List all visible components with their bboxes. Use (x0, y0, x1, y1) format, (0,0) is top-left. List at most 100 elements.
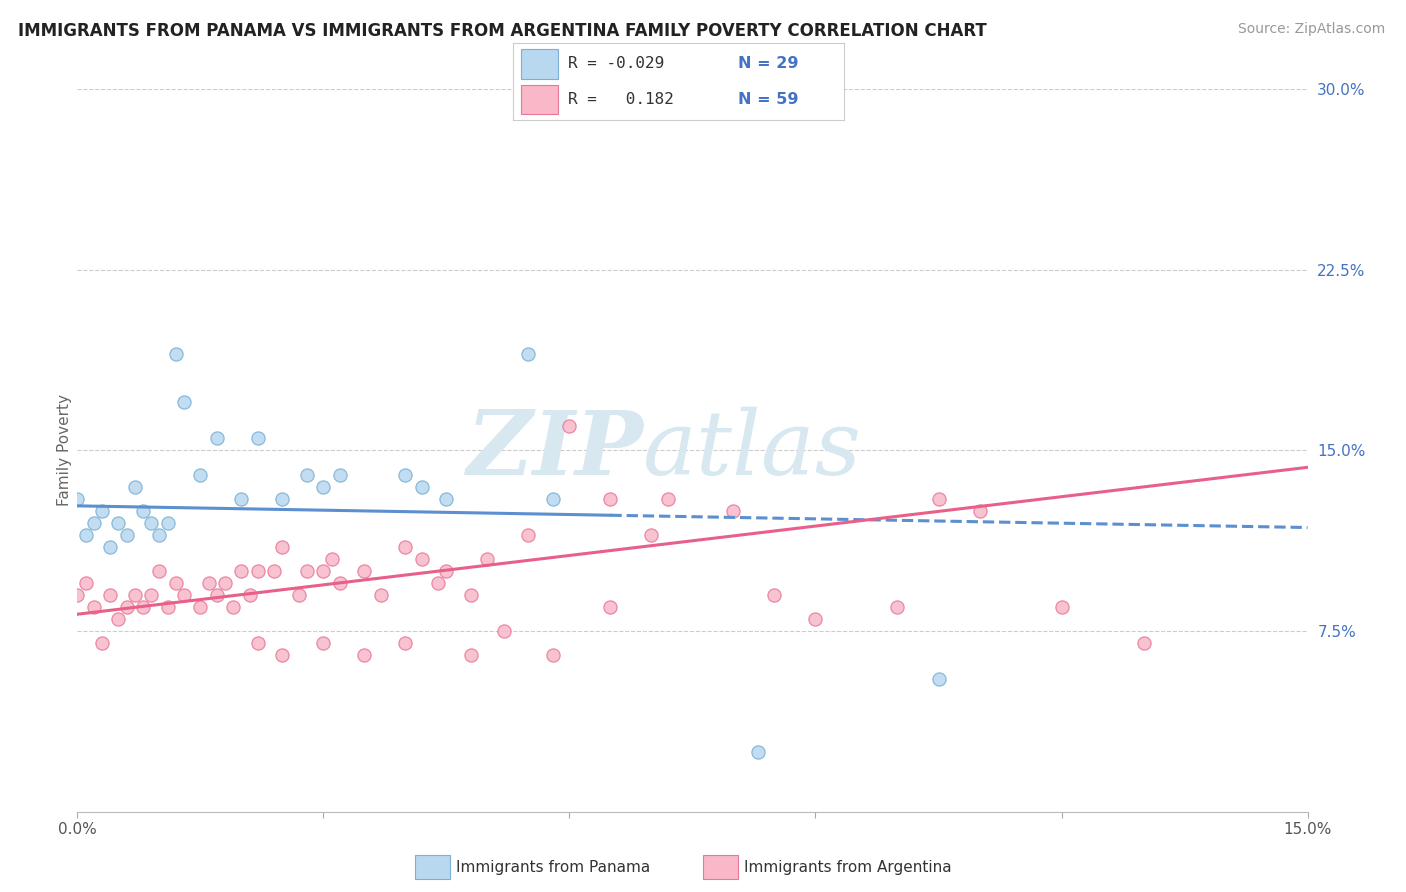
Bar (522, 85, 558, 114)
Point (541, 491, 564, 506)
Point (107, 612, 129, 626)
Point (329, 576, 352, 591)
Point (541, 648, 564, 662)
Point (75, 527, 97, 541)
Point (214, 576, 236, 591)
Point (231, 491, 253, 506)
Point (197, 576, 219, 591)
Point (141, 588, 163, 602)
Text: R = -0.029: R = -0.029 (568, 56, 664, 71)
Point (321, 551, 343, 566)
Point (246, 564, 269, 578)
Point (263, 564, 285, 578)
Point (90, 636, 114, 650)
Text: Source: ZipAtlas.com: Source: ZipAtlas.com (1237, 22, 1385, 37)
Text: Immigrants from Argentina: Immigrants from Argentina (744, 860, 952, 874)
Point (66, 491, 89, 506)
Point (763, 588, 786, 602)
Point (222, 599, 245, 614)
Point (969, 503, 991, 517)
Point (427, 576, 450, 591)
Point (723, 503, 745, 517)
Point (394, 540, 416, 554)
Point (188, 599, 212, 614)
Point (75, 576, 97, 591)
Point (288, 588, 311, 602)
Point (141, 516, 163, 530)
Point (411, 551, 433, 566)
Point (353, 564, 375, 578)
Point (517, 347, 540, 361)
Point (353, 648, 375, 662)
Point (173, 395, 195, 409)
Point (928, 673, 950, 687)
Point (747, 744, 769, 758)
Point (156, 599, 179, 614)
Point (1132, 636, 1154, 650)
Text: N = 59: N = 59 (738, 92, 799, 107)
Point (246, 431, 269, 445)
Point (98, 588, 121, 602)
Point (165, 347, 187, 361)
Point (271, 491, 294, 506)
Point (436, 564, 458, 578)
Point (460, 648, 482, 662)
Point (295, 467, 318, 482)
Point (460, 588, 482, 602)
Point (271, 648, 294, 662)
Point (394, 636, 416, 650)
Point (599, 599, 621, 614)
Point (312, 564, 335, 578)
Text: N = 29: N = 29 (738, 56, 799, 71)
Point (1050, 599, 1073, 614)
Point (640, 527, 662, 541)
Point (558, 419, 581, 434)
Text: ZIP: ZIP (467, 408, 644, 493)
Point (165, 576, 187, 591)
Point (205, 431, 228, 445)
Point (329, 467, 352, 482)
Point (115, 599, 138, 614)
Text: IMMIGRANTS FROM PANAMA VS IMMIGRANTS FROM ARGENTINA FAMILY POVERTY CORRELATION C: IMMIGRANTS FROM PANAMA VS IMMIGRANTS FRO… (18, 22, 987, 40)
Text: atlas: atlas (644, 407, 862, 494)
Y-axis label: Family Poverty: Family Poverty (56, 394, 72, 507)
Point (411, 479, 433, 493)
Point (239, 588, 262, 602)
Point (132, 503, 155, 517)
Point (98, 540, 121, 554)
Point (657, 491, 679, 506)
Text: Immigrants from Panama: Immigrants from Panama (456, 860, 650, 874)
Point (271, 540, 294, 554)
Point (173, 588, 195, 602)
Point (599, 491, 621, 506)
Text: R =   0.182: R = 0.182 (568, 92, 673, 107)
Point (246, 636, 269, 650)
Point (394, 467, 416, 482)
Point (107, 516, 129, 530)
Point (83, 516, 105, 530)
Point (90, 503, 114, 517)
Point (124, 479, 146, 493)
Point (477, 551, 499, 566)
Point (928, 491, 950, 506)
Point (804, 612, 827, 626)
Point (886, 599, 908, 614)
Bar (522, 49, 558, 78)
Point (156, 516, 179, 530)
Point (517, 527, 540, 541)
Point (492, 624, 515, 639)
Point (132, 599, 155, 614)
Point (231, 564, 253, 578)
Point (436, 491, 458, 506)
Point (370, 588, 392, 602)
Point (188, 467, 212, 482)
Point (312, 479, 335, 493)
Point (148, 527, 170, 541)
Point (205, 588, 228, 602)
Point (124, 588, 146, 602)
Point (66, 588, 89, 602)
Point (115, 527, 138, 541)
Point (295, 564, 318, 578)
Point (148, 564, 170, 578)
Point (312, 636, 335, 650)
